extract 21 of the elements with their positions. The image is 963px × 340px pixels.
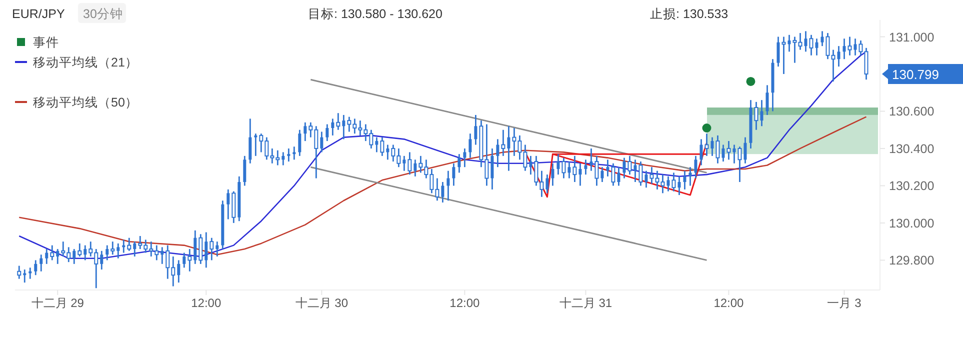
x-tick-label: 12:00 <box>714 296 744 310</box>
chart-subtitle: 30分钟 <box>83 7 123 21</box>
legend-label: 移动平均线（50） <box>33 96 138 110</box>
x-tick-label: 12:00 <box>450 296 480 310</box>
annotation: 止损: 130.533 <box>650 7 728 21</box>
x-tick-label: 十二月 31 <box>559 296 612 310</box>
legend-label: 移动平均线（21） <box>33 56 138 70</box>
y-tick-label: 130.400 <box>889 142 934 156</box>
chart-title: EUR/JPY <box>12 7 66 21</box>
y-tick-label: 130.600 <box>889 104 934 119</box>
x-tick-label: 12:00 <box>191 296 222 310</box>
legend-label: 事件 <box>33 36 59 50</box>
annotation: 目标: 130.580 - 130.620 <box>308 7 442 21</box>
x-tick-label: 十二月 30 <box>295 296 348 310</box>
text: 130.799 <box>892 67 939 82</box>
y-tick-label: 130.000 <box>889 216 934 230</box>
y-tick-label: 130.200 <box>889 179 934 194</box>
x-tick-label: 十二月 29 <box>31 296 84 310</box>
x-tick-label: 一月 3 <box>827 296 862 310</box>
y-tick-label: 129.800 <box>889 254 934 268</box>
y-tick-label: 131.000 <box>889 30 934 44</box>
